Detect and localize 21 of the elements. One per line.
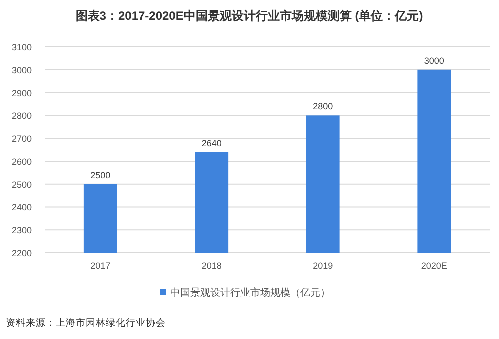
y-tick-label: 2700 bbox=[12, 134, 32, 144]
data-label: 2500 bbox=[90, 170, 111, 180]
y-tick-label: 2600 bbox=[12, 156, 32, 167]
y-tick-label: 2500 bbox=[12, 180, 32, 190]
y-tick-label: 2800 bbox=[12, 111, 32, 122]
y-tick-label: 2300 bbox=[12, 226, 32, 236]
data-label: 3000 bbox=[424, 56, 444, 66]
y-tick-label: 3000 bbox=[12, 65, 32, 76]
chart-title: 图表3：2017-2020E中国景观设计行业市场规模测算 (单位：亿元) bbox=[76, 9, 424, 23]
text: 资料来源：上海市园林绿化行业协会 bbox=[6, 317, 166, 329]
y-tick-label: 2400 bbox=[12, 202, 32, 213]
x-tick-label: 2017 bbox=[90, 261, 111, 271]
y-tick-label: 2900 bbox=[12, 88, 32, 98]
x-tick-label: 2018 bbox=[202, 261, 222, 271]
data-label: 2640 bbox=[202, 138, 222, 148]
x-tick-label: 2019 bbox=[313, 261, 334, 271]
y-tick-label: 3100 bbox=[12, 42, 32, 52]
legend: 中国景观设计行业市场规模（亿元） bbox=[160, 288, 330, 299]
y-tick-label: 2200 bbox=[12, 248, 32, 258]
x-tick-label: 2020E bbox=[421, 261, 448, 271]
data-label: 2800 bbox=[313, 102, 334, 112]
